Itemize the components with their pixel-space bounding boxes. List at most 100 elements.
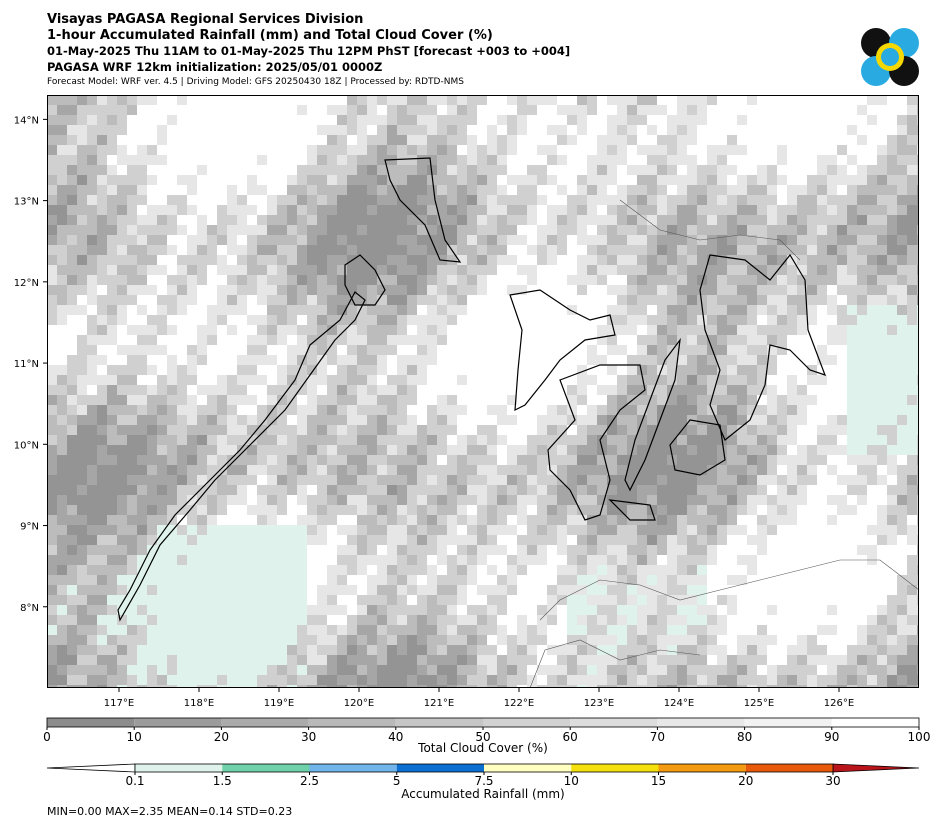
cloud-cell xyxy=(737,145,747,155)
cloud-cell xyxy=(187,525,197,535)
cloud-cell xyxy=(597,365,607,375)
cloud-cell xyxy=(877,565,887,575)
cloud-cell xyxy=(137,545,147,555)
cloud-cell xyxy=(897,575,907,585)
cloud-cell xyxy=(537,395,547,405)
cloud-cell xyxy=(127,205,137,215)
cloud-cell xyxy=(907,565,917,575)
cloud-cell xyxy=(147,415,157,425)
cloud-cell xyxy=(727,515,737,525)
cloud-cell xyxy=(827,585,837,595)
cloud-cell xyxy=(217,235,227,245)
cloud-cell xyxy=(227,435,237,445)
cloud-cell xyxy=(497,625,507,635)
cloud-cell xyxy=(517,345,527,355)
cloud-cell xyxy=(907,605,917,615)
cloud-cell xyxy=(897,125,907,135)
cloud-cell xyxy=(317,495,327,505)
cloud-cell xyxy=(637,105,647,115)
cloud-cell xyxy=(637,185,647,195)
cloud-cell xyxy=(777,505,787,515)
cloud-cell xyxy=(57,355,67,365)
cloud-cell xyxy=(187,445,197,455)
cloud-cell xyxy=(827,195,837,205)
cloud-cell xyxy=(307,435,317,445)
cloud-cell xyxy=(837,205,847,215)
cloud-cell xyxy=(187,485,197,495)
cloud-cell xyxy=(277,265,287,275)
cloud-cell xyxy=(517,615,527,625)
init: PAGASA WRF 12km initialization: 2025/05/… xyxy=(47,60,382,74)
cloud-cell xyxy=(817,205,827,215)
cloud-cell xyxy=(177,455,187,465)
cloud-cell xyxy=(797,215,807,225)
cloud-cell xyxy=(737,115,747,125)
cloud-cell xyxy=(427,195,437,205)
cloud-cell xyxy=(267,495,277,505)
cloud-cell xyxy=(667,165,677,175)
cloud-cell xyxy=(57,165,67,175)
cloud-cell xyxy=(667,245,677,255)
period: 01-May-2025 Thu 11AM to 01-May-2025 Thu … xyxy=(47,44,570,58)
cloud-cell xyxy=(407,255,417,265)
cloud-cell xyxy=(507,645,517,655)
cloud-cell xyxy=(637,335,647,345)
cloud-cell xyxy=(857,525,867,535)
cloud-cell xyxy=(457,345,467,355)
cloud-cell xyxy=(517,225,527,235)
cloud-cell xyxy=(177,345,187,355)
cloud-cell xyxy=(447,615,457,625)
cloud-cell xyxy=(707,275,717,285)
cloud-cell xyxy=(777,525,787,535)
cloud-cell xyxy=(737,575,747,585)
cloud-cell xyxy=(427,535,437,545)
cloud-cell xyxy=(107,345,117,355)
cloud-cell xyxy=(477,385,487,395)
cloud-cell xyxy=(587,305,597,315)
cloud-cell xyxy=(397,155,407,165)
cloud-cell xyxy=(377,595,387,605)
cloud-cell xyxy=(637,635,647,645)
cloud-cell xyxy=(267,365,277,375)
cloud-cell xyxy=(467,525,477,535)
cloud-cell xyxy=(77,445,87,455)
cloud-cell xyxy=(227,525,237,535)
cloud-cell xyxy=(187,335,197,345)
cloud-cell xyxy=(447,605,457,615)
cloud-cell xyxy=(167,185,177,195)
cloud-cell xyxy=(297,445,307,455)
cloud-cell xyxy=(747,285,757,295)
cloud-cell xyxy=(667,515,677,525)
cloud-cell xyxy=(157,515,167,525)
cloud-cell xyxy=(107,375,117,385)
cloud-cell xyxy=(157,575,167,585)
cloud-cell xyxy=(137,395,147,405)
cloud-cell xyxy=(617,105,627,115)
cloud-cell xyxy=(617,655,627,665)
cloud-cell xyxy=(277,125,287,135)
cloud-cell xyxy=(707,355,717,365)
cloud-cell xyxy=(437,315,447,325)
cloud-cell xyxy=(657,595,667,605)
cloud-cell xyxy=(147,375,157,385)
cloud-cell xyxy=(237,645,247,655)
cloud-cell xyxy=(817,485,827,495)
cloud-cell xyxy=(667,435,677,445)
cloud-cell xyxy=(97,375,107,385)
cloud-cell xyxy=(727,405,737,415)
cloud-cell xyxy=(367,225,377,235)
cloud-cell xyxy=(457,155,467,165)
cloud-cell xyxy=(117,205,127,215)
cloud-cell xyxy=(67,155,77,165)
cloud-cell xyxy=(277,155,287,165)
cloud-cell xyxy=(287,475,297,485)
cloud-cell xyxy=(557,615,567,625)
cloud-cell xyxy=(397,325,407,335)
cloud-cell xyxy=(687,255,697,265)
cloud-cell xyxy=(517,135,527,145)
cloud-cell xyxy=(177,585,187,595)
cloud-cell xyxy=(157,275,167,285)
cloud-cell xyxy=(287,565,297,575)
cloud-cell xyxy=(47,525,57,535)
cloud-cell xyxy=(317,205,327,215)
